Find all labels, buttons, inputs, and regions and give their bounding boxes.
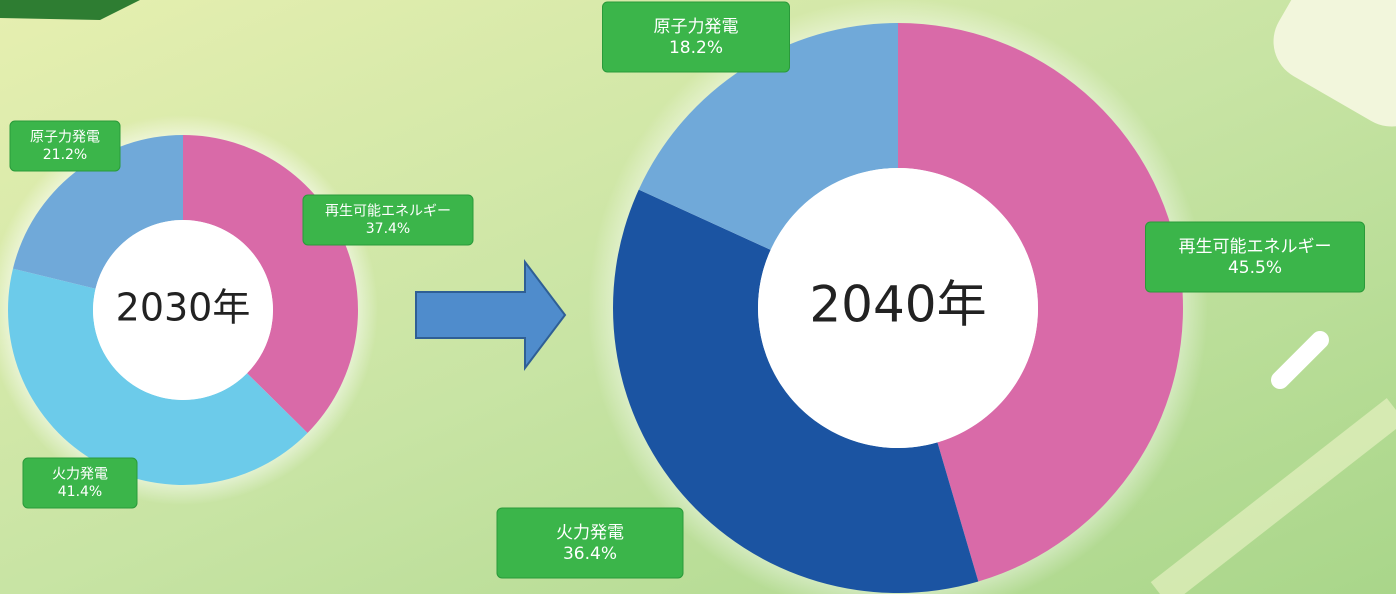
callout-category: 再生可能エネルギー <box>1179 237 1332 257</box>
callout-value: 21.2% <box>43 147 87 163</box>
callout-category: 火力発電 <box>52 467 108 483</box>
callout-value: 45.5% <box>1228 258 1282 278</box>
callout-category: 再生可能エネルギー <box>325 204 451 220</box>
callout-category: 原子力発電 <box>30 130 100 146</box>
callout-box <box>23 458 137 508</box>
callout-box <box>1146 222 1365 292</box>
callout-value: 41.4% <box>58 484 102 500</box>
callout-category: 原子力発電 <box>654 17 739 37</box>
callout-category: 火力発電 <box>556 523 624 543</box>
callout-box <box>10 121 120 171</box>
callout-box <box>303 195 473 245</box>
screen: 2030年再生可能エネルギー37.4%火力発電41.4%原子力発電21.2%20… <box>0 0 1396 594</box>
callout-value: 18.2% <box>669 38 723 58</box>
center-label: 2040年 <box>809 276 986 334</box>
callout-value: 37.4% <box>366 221 410 237</box>
center-label: 2030年 <box>116 286 251 330</box>
callout-value: 36.4% <box>563 544 617 564</box>
callout-box <box>603 2 790 72</box>
callout-box <box>497 508 683 578</box>
